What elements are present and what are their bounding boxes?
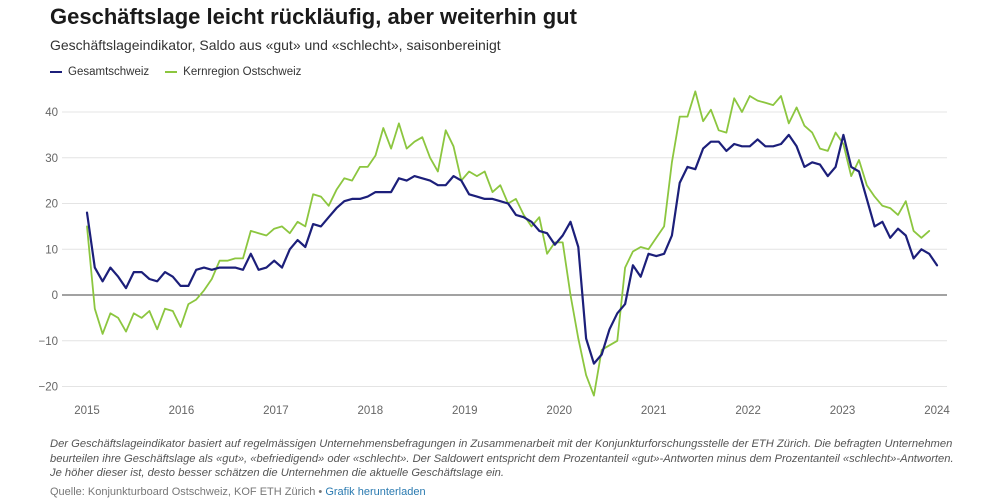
y-tick-label: 40 — [45, 107, 58, 119]
x-tick-label: 2024 — [924, 405, 950, 417]
download-link[interactable]: Grafik herunterladen — [325, 486, 426, 498]
legend-label-gesamtschweiz: Gesamtschweiz — [68, 66, 150, 78]
footnote: Der Geschäftslageindikator basiert auf r… — [50, 438, 954, 479]
x-tick-label: 2015 — [74, 405, 100, 417]
y-tick-label: 30 — [45, 153, 58, 165]
chart-title: Geschäftslage leicht rückläufig, aber we… — [50, 4, 577, 29]
legend-item-kernregion[interactable]: Kernregion Ostschweiz — [165, 66, 301, 78]
x-tick-label: 2019 — [452, 405, 478, 417]
source-label: Quelle: Konjunkturboard Ostschweiz, KOF … — [50, 486, 316, 498]
legend-swatch-gesamtschweiz — [50, 71, 62, 73]
source-line: Quelle: Konjunkturboard Ostschweiz, KOF … — [50, 486, 426, 498]
legend-label-kernregion: Kernregion Ostschweiz — [183, 66, 302, 78]
x-tick-label: 2016 — [169, 405, 195, 417]
x-tick-label: 2020 — [546, 405, 572, 417]
legend-item-gesamtschweiz[interactable]: Gesamtschweiz — [50, 66, 149, 78]
y-tick-label: −20 — [38, 382, 58, 394]
source-separator: • — [318, 486, 323, 498]
x-tick-label: 2022 — [735, 405, 761, 417]
x-tick-label: 2017 — [263, 405, 289, 417]
series-line-gesamtschweiz — [85, 133, 939, 365]
x-tick-label: 2023 — [830, 405, 856, 417]
y-tick-label: −10 — [38, 336, 58, 348]
y-tick-label: 20 — [45, 199, 58, 211]
x-tick-label: 2021 — [641, 405, 667, 417]
y-tick-label: 10 — [45, 244, 58, 256]
x-tick-label: 2018 — [358, 405, 384, 417]
legend-swatch-kernregion — [165, 71, 178, 73]
y-tick-label: 0 — [52, 290, 58, 302]
chart-subtitle: Geschäftslageindikator, Saldo aus «gut» … — [50, 37, 501, 53]
series-line-kernregion — [86, 90, 931, 397]
legend: Gesamtschweiz Kernregion Ostschweiz — [50, 66, 301, 78]
